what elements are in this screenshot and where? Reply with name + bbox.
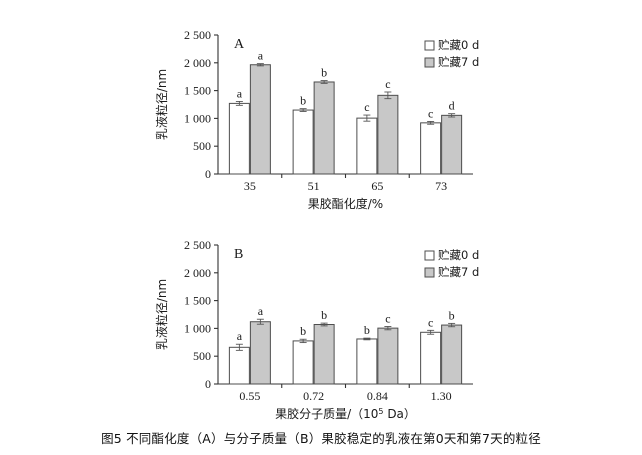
significance-letter: b bbox=[449, 308, 455, 322]
significance-letter: b bbox=[321, 66, 327, 80]
bar-day7 bbox=[441, 114, 463, 175]
panel-letter: B bbox=[234, 247, 243, 262]
y-axis-tick-label: 500 bbox=[193, 349, 211, 363]
significance-letter: c bbox=[428, 315, 433, 329]
y-axis-tick-label: 1 500 bbox=[184, 84, 211, 98]
x-axis-title: 果胶酯化度/% bbox=[308, 196, 383, 211]
bar-day0 bbox=[292, 340, 314, 385]
significance-letter: a bbox=[258, 49, 264, 63]
x-axis-tick-label: 51 bbox=[308, 179, 320, 193]
x-axis-tick-label: 65 bbox=[371, 179, 383, 193]
legend-swatch-day0 bbox=[424, 250, 435, 261]
x-axis-tick-label: 35 bbox=[244, 179, 256, 193]
bar-day0 bbox=[292, 109, 314, 175]
y-axis-tick-label: 2 500 bbox=[184, 238, 211, 252]
bar-day7 bbox=[249, 321, 271, 385]
legend-swatch-day7 bbox=[424, 57, 435, 68]
significance-letter: c bbox=[428, 106, 433, 120]
x-axis-tick-label: 73 bbox=[435, 179, 447, 193]
significance-letter: b bbox=[321, 308, 327, 322]
significance-letter: a bbox=[258, 304, 264, 318]
y-axis-tick-label: 2 000 bbox=[184, 266, 211, 280]
significance-letter: b bbox=[300, 324, 306, 338]
legend-label-day7: 贮藏7 d bbox=[438, 265, 479, 279]
significance-letter: a bbox=[237, 86, 243, 100]
y-axis-tick-label: 1 000 bbox=[184, 111, 211, 125]
x-axis-tick-label: 0.72 bbox=[303, 389, 324, 403]
bar-day7 bbox=[377, 94, 399, 175]
significance-letter: c bbox=[385, 77, 390, 91]
x-axis-tick-label: 1.30 bbox=[431, 389, 452, 403]
y-axis-tick-label: 1 500 bbox=[184, 294, 211, 308]
bar-day0 bbox=[356, 338, 378, 385]
significance-letter: a bbox=[237, 329, 243, 343]
bar-day7 bbox=[249, 64, 271, 175]
figure-caption: 图5 不同酯化度（A）与分子质量（B）果胶稳定的乳液在第0天和第7天的粒径 bbox=[101, 431, 541, 446]
y-axis-tick-label: 2 500 bbox=[184, 28, 211, 42]
x-axis-title: 果胶分子质量/（105 Da） bbox=[275, 406, 416, 421]
y-axis-tick-label: 0 bbox=[205, 377, 211, 391]
panel-letter: A bbox=[234, 37, 245, 52]
bar-day7 bbox=[313, 324, 335, 385]
x-axis-tick-label: 0.84 bbox=[367, 389, 388, 403]
y-axis-tick-label: 500 bbox=[193, 139, 211, 153]
bar-day0 bbox=[228, 346, 250, 385]
y-axis-title: 乳液粒径/nm bbox=[154, 279, 169, 350]
legend-label-day0: 贮藏0 d bbox=[438, 38, 479, 52]
legend-swatch-day0 bbox=[424, 40, 435, 51]
chart-b-canvas: 0 500 1 000 1 500 2 000 2 500 Ba a 0.55 b b 0.72 b c 0… bbox=[154, 238, 479, 421]
legend-swatch-day7 bbox=[424, 267, 435, 278]
bar-day7 bbox=[313, 81, 335, 175]
y-axis-tick-label: 2 000 bbox=[184, 56, 211, 70]
x-axis-tick-label: 0.55 bbox=[239, 389, 260, 403]
legend-label-day0: 贮藏0 d bbox=[438, 248, 479, 262]
chart-a-canvas: 0 500 1 000 1 500 2 000 2 500 Aa a 35 b b 51 c c 65 c d 7… bbox=[154, 28, 479, 211]
significance-letter: c bbox=[385, 311, 390, 325]
bar-day0 bbox=[420, 331, 442, 385]
bar-day7 bbox=[441, 324, 463, 385]
significance-letter: b bbox=[300, 94, 306, 108]
significance-letter: d bbox=[449, 99, 455, 113]
y-axis-title: 乳液粒径/nm bbox=[154, 69, 169, 140]
bar-day0 bbox=[228, 102, 250, 175]
bar-day0 bbox=[356, 117, 378, 175]
legend-label-day7: 贮藏7 d bbox=[438, 55, 479, 69]
significance-letter: b bbox=[364, 323, 370, 337]
y-axis-tick-label: 0 bbox=[205, 167, 211, 181]
bar-day7 bbox=[377, 327, 399, 385]
y-axis-tick-label: 1 000 bbox=[184, 321, 211, 335]
significance-letter: c bbox=[364, 100, 369, 114]
bar-day0 bbox=[420, 122, 442, 175]
